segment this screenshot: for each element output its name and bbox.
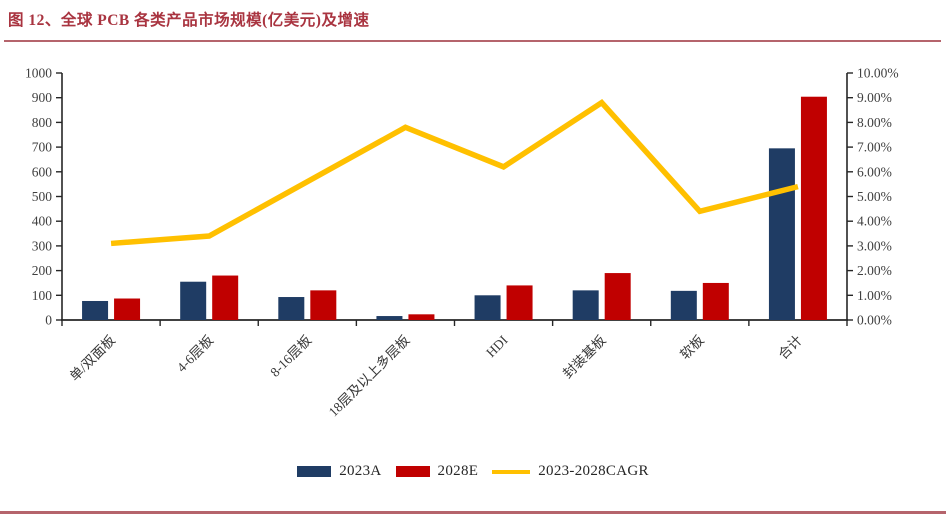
left-axis-tick-label: 1000 <box>25 66 52 81</box>
legend-label-2023a: 2023A <box>339 463 382 479</box>
left-axis-tick-label: 400 <box>32 214 53 229</box>
x-axis-label-2: 8-16层板 <box>267 332 315 380</box>
bar-2023a-6 <box>670 290 697 320</box>
left-axis-tick-label: 200 <box>32 263 53 278</box>
bar-2023a-7 <box>768 148 795 320</box>
left-axis-tick-label: 800 <box>32 115 53 130</box>
right-axis-tick-label: 2.00% <box>857 263 892 278</box>
bar-2028e-4 <box>506 285 533 320</box>
right-axis-tick-label: 1.00% <box>857 288 892 303</box>
figure-title: 图 12、全球 PCB 各类产品市场规模(亿美元)及增速 <box>8 12 370 29</box>
bar-2028e-3 <box>408 314 435 320</box>
left-axis-tick-label: 0 <box>45 313 52 328</box>
right-axis-tick-label: 8.00% <box>857 115 892 130</box>
x-axis-label-7: 合计 <box>775 333 805 363</box>
right-axis-tick-label: 4.00% <box>857 214 892 229</box>
legend-item-cagr: 2023-2028CAGR <box>492 463 649 480</box>
legend-swatch-2028e <box>395 466 430 477</box>
bar-2028e-5 <box>604 273 631 320</box>
right-axis-tick-label: 7.00% <box>857 140 892 155</box>
bar-2023a-5 <box>572 290 599 320</box>
bar-2028e-0 <box>114 298 141 320</box>
right-axis-tick-label: 5.00% <box>857 189 892 204</box>
right-axis-tick-label: 9.00% <box>857 90 892 105</box>
x-axis-label-0: 单/双面板 <box>67 332 119 384</box>
right-axis-tick-label: 10.00% <box>857 66 899 81</box>
legend-swatch-2023a <box>297 466 332 477</box>
legend-label-cagr: 2023-2028CAGR <box>538 463 649 479</box>
left-axis-tick-label: 900 <box>32 90 53 105</box>
bar-2028e-1 <box>212 275 239 320</box>
cagr-line <box>110 99 799 247</box>
right-axis-tick-label: 0.00% <box>857 313 892 328</box>
title-underline <box>4 40 941 42</box>
bar-2023a-4 <box>474 295 501 320</box>
x-axis-label-1: 4-6层板 <box>174 332 217 375</box>
bar-2028e-2 <box>310 290 337 320</box>
left-axis-tick-label: 500 <box>32 189 53 204</box>
x-axis-label-5: 封装基板 <box>559 331 609 381</box>
x-axis-label-4: HDI <box>483 332 511 360</box>
legend-item-2023a: 2023A <box>297 463 381 480</box>
legend-label-2028e: 2028E <box>437 463 479 479</box>
bar-2023a-2 <box>278 297 305 320</box>
bar-2023a-0 <box>82 300 109 320</box>
x-axis-label-3: 18层及以上多层板 <box>325 331 413 419</box>
bar-2028e-7 <box>800 96 827 320</box>
left-axis-tick-label: 700 <box>32 140 53 155</box>
right-axis-tick-label: 6.00% <box>857 164 892 179</box>
page-bottom-rule <box>0 511 946 514</box>
legend-swatch-cagr-line <box>492 469 531 474</box>
left-axis-tick-label: 300 <box>32 238 53 253</box>
bar-2023a-1 <box>180 281 207 320</box>
left-axis-tick-label: 600 <box>32 164 53 179</box>
bar-2028e-6 <box>702 282 729 320</box>
chart-legend: 2023A 2028E 2023-2028CAGR <box>0 463 946 480</box>
bar-2023a-3 <box>376 316 403 320</box>
legend-item-2028e: 2028E <box>395 463 479 480</box>
x-axis-label-6: 软板 <box>677 332 707 362</box>
left-axis-tick-label: 100 <box>32 288 53 303</box>
right-axis-tick-label: 3.00% <box>857 238 892 253</box>
